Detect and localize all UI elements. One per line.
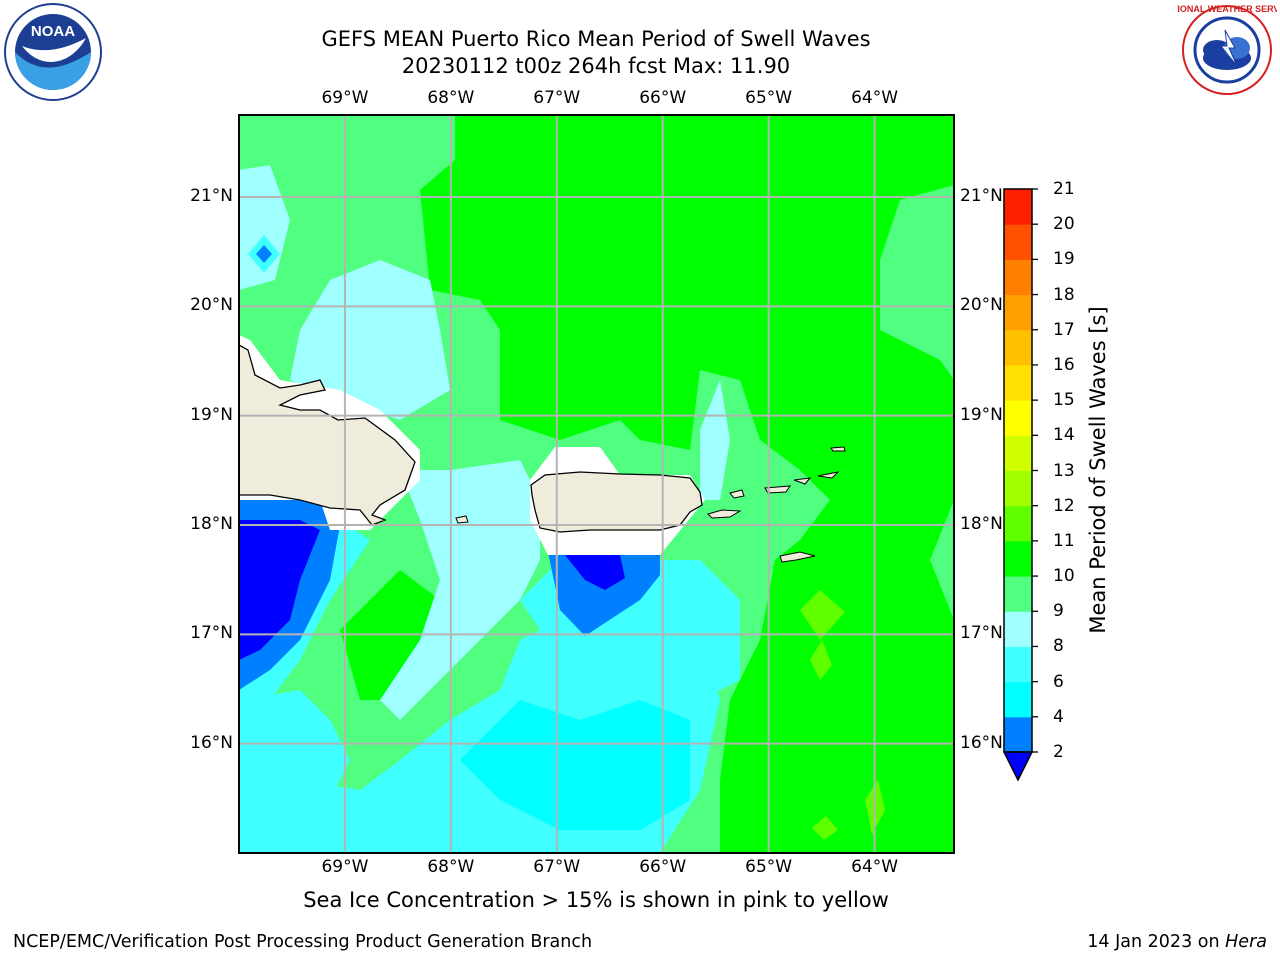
- lat-label: 19°N: [960, 404, 1003, 425]
- colorbar-segment: [1004, 189, 1032, 225]
- colorbar-segment: [1004, 505, 1032, 542]
- lon-label: 68°W: [427, 857, 475, 877]
- colorbar-tick-label: 14: [1053, 425, 1075, 446]
- colorbar-segment: [1004, 400, 1032, 436]
- lon-label: 66°W: [639, 88, 687, 108]
- colorbar-tick-label: 8: [1053, 636, 1064, 657]
- footer-machine: Hera: [1225, 932, 1267, 952]
- colorbar-tick-label: 12: [1053, 495, 1075, 516]
- colorbar-segment: [1004, 224, 1032, 260]
- lon-label: 67°W: [533, 88, 581, 108]
- colorbar-segment: [1004, 576, 1032, 612]
- colorbar-segment: [1004, 646, 1032, 683]
- colorbar-tick-label: 15: [1053, 390, 1075, 411]
- colorbar-under-triangle: [1002, 751, 1034, 782]
- colorbar-tick-label: 2: [1053, 742, 1064, 762]
- noaa-logo-text: NOAA: [31, 23, 75, 40]
- colorbar-tick-label: 21: [1053, 179, 1075, 199]
- colorbar-segment: [1004, 611, 1032, 647]
- contour-field: [239, 115, 954, 853]
- lon-label: 68°W: [427, 88, 475, 108]
- map-subtitle: 20230112 t00z 264h fcst Max: 11.90: [401, 54, 791, 78]
- footer-date: 14 Jan 2023 on Hera: [1087, 932, 1267, 952]
- colorbar-segment: [1004, 329, 1032, 366]
- lon-label: 69°W: [321, 88, 369, 108]
- footer-branch: NCEP/EMC/Verification Post Processing Pr…: [13, 932, 593, 952]
- colorbar-segment: [1004, 259, 1032, 296]
- colorbar-tick-label: 19: [1053, 249, 1075, 270]
- colorbar-segment: [1004, 540, 1032, 577]
- colorbar-tick-label: 13: [1053, 460, 1075, 481]
- lon-label: 64°W: [851, 857, 899, 877]
- lat-label: 21°N: [960, 186, 1003, 206]
- noaa-logo: NOAA: [4, 3, 102, 101]
- lon-label: 64°W: [851, 88, 899, 108]
- colorbar-tick-label: 11: [1053, 530, 1075, 551]
- lat-label: 18°N: [960, 514, 1003, 534]
- lat-label: 17°N: [960, 623, 1003, 644]
- lon-label: 67°W: [533, 857, 581, 877]
- lon-label: 66°W: [639, 857, 687, 877]
- footer-date-text: 14 Jan 2023 on: [1087, 932, 1226, 952]
- lat-label: 16°N: [190, 732, 233, 753]
- colorbar-tick-label: 4: [1053, 706, 1064, 727]
- colorbar-tick-label: 9: [1053, 601, 1064, 622]
- sea-ice-caption: Sea Ice Concentration > 15% is shown in …: [303, 888, 889, 912]
- lon-label: 65°W: [745, 857, 793, 877]
- colorbar-title: Mean Period of Swell Waves [s]: [1086, 306, 1110, 634]
- colorbar-tick-label: 17: [1053, 319, 1075, 340]
- colorbar: [1002, 188, 1038, 782]
- lon-label: 65°W: [745, 88, 793, 108]
- lat-label: 19°N: [190, 404, 233, 425]
- lat-label: 20°N: [190, 295, 233, 316]
- colorbar-segment: [1004, 435, 1032, 471]
- lat-label: 16°N: [960, 732, 1003, 753]
- colorbar-tick-label: 10: [1053, 566, 1075, 587]
- colorbar-tick-label: 16: [1053, 354, 1075, 375]
- nws-logo: NATIONAL WEATHER SERVICE: [1177, 4, 1277, 95]
- colorbar-tick-label: 18: [1053, 284, 1075, 305]
- colorbar-tick-label: 20: [1053, 214, 1075, 235]
- nws-logo-text: NATIONAL WEATHER SERVICE: [1177, 4, 1277, 14]
- colorbar-segment: [1004, 716, 1032, 753]
- colorbar-segment: [1004, 364, 1032, 401]
- lat-label: 21°N: [190, 186, 233, 206]
- map-title: GEFS MEAN Puerto Rico Mean Period of Swe…: [321, 27, 871, 51]
- lon-label: 69°W: [321, 857, 369, 877]
- lat-label: 17°N: [190, 623, 233, 644]
- map-frame: [238, 114, 955, 854]
- graticule: [239, 115, 954, 853]
- colorbar-segment: [1004, 294, 1032, 331]
- colorbar-tick-label: 6: [1053, 671, 1064, 692]
- lat-label: 18°N: [190, 514, 233, 534]
- colorbar-segment: [1004, 681, 1032, 718]
- lat-label: 20°N: [960, 295, 1003, 316]
- colorbar-segment: [1004, 470, 1032, 507]
